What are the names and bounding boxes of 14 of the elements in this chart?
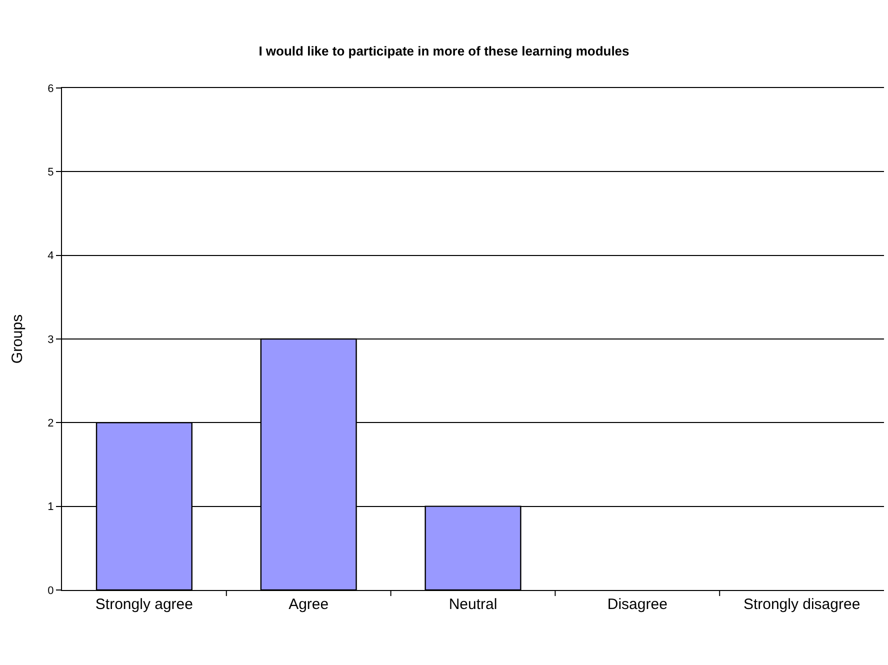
y-tick-label: 1 [48,501,54,514]
y-axis-title: Groups [9,314,26,364]
x-tick-label: Strongly disagree [743,596,860,613]
y-tick-label: 0 [48,584,54,597]
x-tick-label: Neutral [448,596,498,613]
y-tick-label: 6 [48,82,54,95]
x-tick-label: Disagree [607,596,668,613]
x-tick-label: Strongly agree [95,596,193,613]
y-tick-label: 3 [48,334,54,346]
x-tick-label: Agree [288,596,329,613]
y-tick-label: 2 [48,418,54,430]
y-tick-label: 4 [48,250,54,262]
y-tick-label: 5 [48,166,54,179]
chart-title: I would like to participate in more of these learning modules [258,44,630,59]
